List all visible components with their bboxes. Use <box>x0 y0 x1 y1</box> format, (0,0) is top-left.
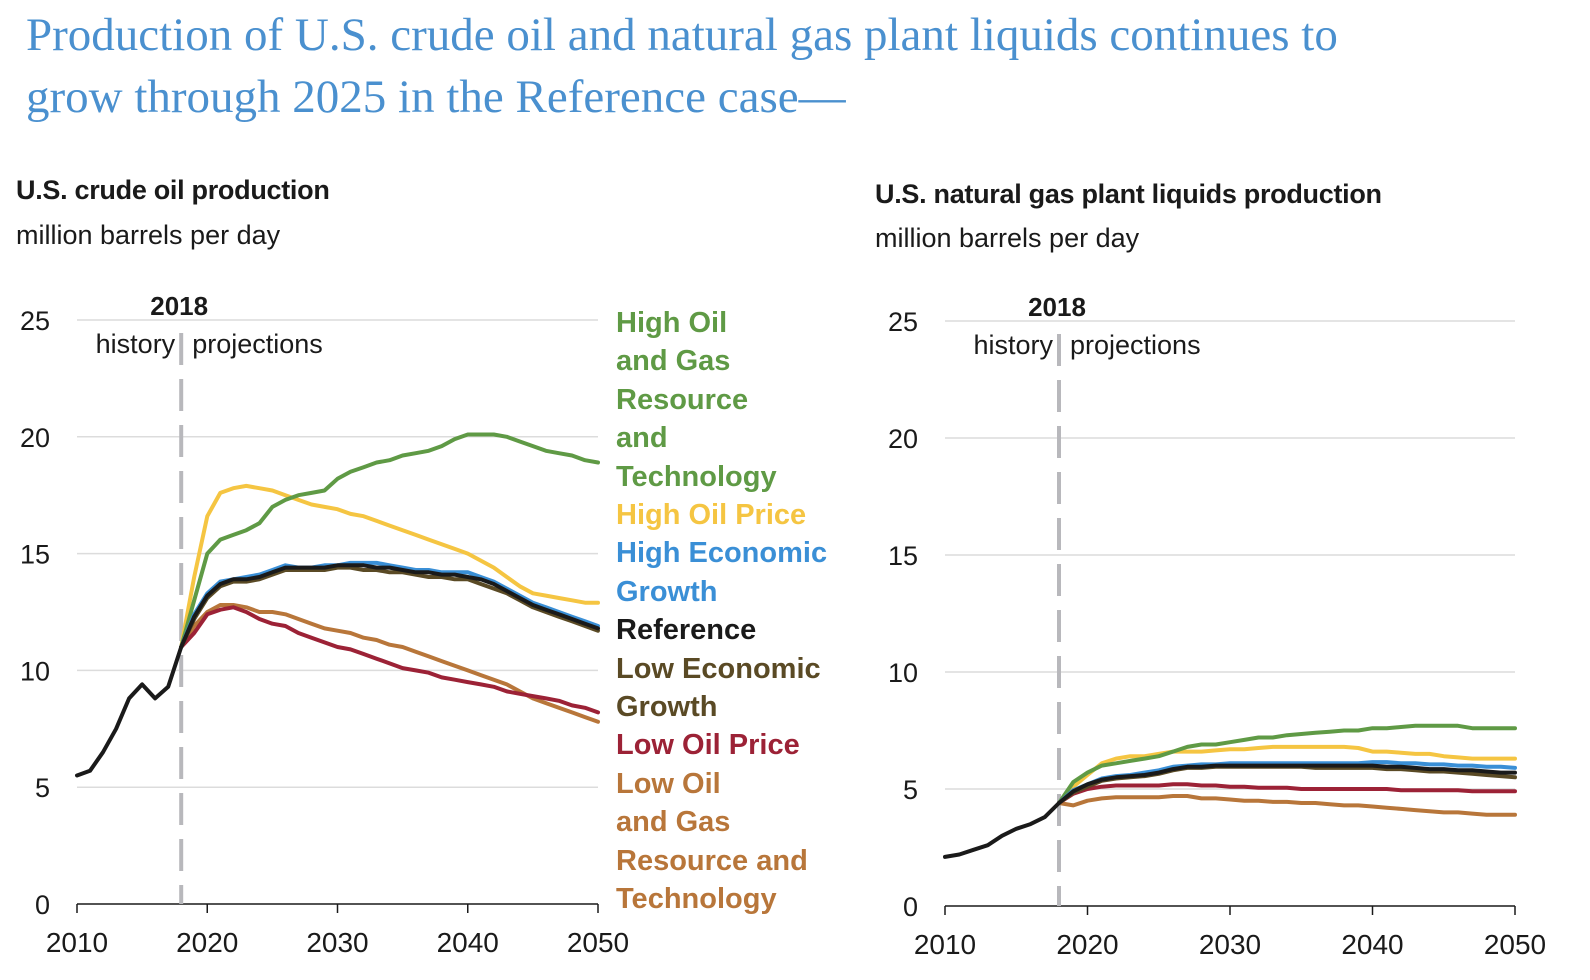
legend-label-line: High Oil <box>616 307 728 339</box>
legend-label-line: Growth <box>616 575 718 608</box>
legend-label-line: Resource and <box>616 844 808 877</box>
crude-oil-series-low-oil-price <box>179 605 600 715</box>
ngpl-series-high-oil-and-gas-resource-and-technology <box>1057 723 1517 805</box>
legend-item-low-oil-and-gas-resource-and-technology: Low Oil and Gas Resource and Technology <box>616 765 827 919</box>
left-chart-subtitle: million barrels per day <box>16 220 281 250</box>
ngpl-divider-label: 2018 <box>1028 292 1086 322</box>
crude-oil-series-reference <box>179 563 600 649</box>
ngpl-x-tick-label: 2050 <box>1484 929 1546 960</box>
legend-label-line: High Economic <box>616 537 828 570</box>
ngpl-projections-label: projections <box>1070 330 1201 360</box>
legend-label-line: and Gas <box>616 806 731 839</box>
crude-oil-series-high-oil-price <box>179 483 600 649</box>
ngpl-y-tick-label: 0 <box>903 892 918 922</box>
ngpl-x-tick-label: 2040 <box>1341 929 1403 960</box>
legend-item-low-economic-growth: Low Economic Growth <box>616 650 827 727</box>
legend-item-low-oil-price: Low Oil Price <box>616 726 827 764</box>
crude-oil-x-tick-label: 2010 <box>46 927 108 958</box>
crude-oil-plot: 0 5 10 15 20 25 2010 2020 2030 2040 2050 2018 histor… <box>20 291 629 958</box>
legend-item-high-oil-and-gas-resource-and-technology: High Oil and Gas Resource and Technology <box>616 304 827 496</box>
ngpl-y-tick-label: 25 <box>888 307 918 337</box>
ngpl-y-tick-label: 20 <box>888 424 918 454</box>
ngpl-x-tick-label: 2020 <box>1056 929 1118 960</box>
crude-oil-y-tick-label: 0 <box>35 890 50 920</box>
crude-oil-y-tick-label: 15 <box>20 540 50 570</box>
crude-oil-y-tick-label: 10 <box>20 656 50 686</box>
legend-label-line: Low Oil Price <box>616 729 800 762</box>
ngpl-y-tick-label: 5 <box>903 775 918 805</box>
legend-label-line: Low Oil <box>616 767 721 800</box>
ngpl-series-low-oil-price <box>1057 782 1517 805</box>
ngpl-series-history <box>943 801 1061 859</box>
ngpl-series-low-oil-and-gas-resource-and-technology <box>1057 794 1517 817</box>
headline: Production of U.S. crude oil and natural… <box>26 4 1586 128</box>
ngpl-plot: 0 5 10 15 20 25 2010 2020 2030 2040 2050 2018 histor… <box>888 292 1546 960</box>
crude-oil-series-low-economic-growth <box>179 565 600 649</box>
right-chart-title: U.S. natural gas plant liquids productio… <box>875 179 1382 209</box>
crude-oil-y-tick-label: 5 <box>35 773 50 803</box>
ngpl-y-tick-label: 15 <box>888 541 918 571</box>
crude-oil-y-tick-label: 20 <box>20 423 50 453</box>
right-chart-subtitle: million barrels per day <box>875 223 1140 253</box>
ngpl-x-tick-label: 2030 <box>1199 929 1261 960</box>
headline-line-2: grow through 2025 in the Reference case— <box>26 71 846 123</box>
legend-label-line: Technology <box>616 460 777 493</box>
crude-oil-x-tick-label: 2030 <box>306 927 368 958</box>
crude-oil-y-tick-label: 25 <box>20 306 50 336</box>
crude-oil-projections-label: projections <box>192 329 323 359</box>
legend-label-line: Growth <box>616 691 718 724</box>
legend-label-line: Resource <box>616 383 749 416</box>
left-chart-title: U.S. crude oil production <box>16 175 330 205</box>
legend-label-line: and <box>616 422 668 455</box>
legend-item-high-oil-price: High Oil Price <box>616 496 827 534</box>
crude-oil-series-high-economic-growth <box>179 560 600 649</box>
crude-oil-x-tick-label: 2040 <box>437 927 499 958</box>
headline-line-1: Production of U.S. crude oil and natural… <box>26 9 1338 61</box>
legend-label-line: and Gas <box>616 345 731 378</box>
ngpl-history-label: history <box>973 330 1053 360</box>
legend: High Oil and Gas Resource and Technology High… <box>616 304 827 919</box>
crude-oil-series-high-oil-and-gas-resource-and-technology <box>179 432 600 649</box>
crude-oil-history-label: history <box>96 329 176 359</box>
ngpl-x-tick-label: 2010 <box>914 929 976 960</box>
crude-oil-divider-label: 2018 <box>150 291 208 321</box>
legend-item-high-economic-growth: High Economic Growth <box>616 534 827 611</box>
ngpl-y-tick-label: 10 <box>888 658 918 688</box>
legend-label-line: Low Economic <box>616 652 821 685</box>
legend-label-line: Reference <box>616 614 757 647</box>
ngpl-series-high-oil-price <box>1057 744 1517 805</box>
ngpl-series-reference <box>1057 763 1517 805</box>
crude-oil-series-history <box>75 645 184 778</box>
legend-item-reference: Reference <box>616 611 827 649</box>
crude-oil-x-tick-label: 2020 <box>176 927 238 958</box>
crude-oil-x-tick-label: 2050 <box>567 927 629 958</box>
legend-label-line: Technology <box>616 883 777 916</box>
legend-label-line: High Oil Price <box>616 499 807 532</box>
